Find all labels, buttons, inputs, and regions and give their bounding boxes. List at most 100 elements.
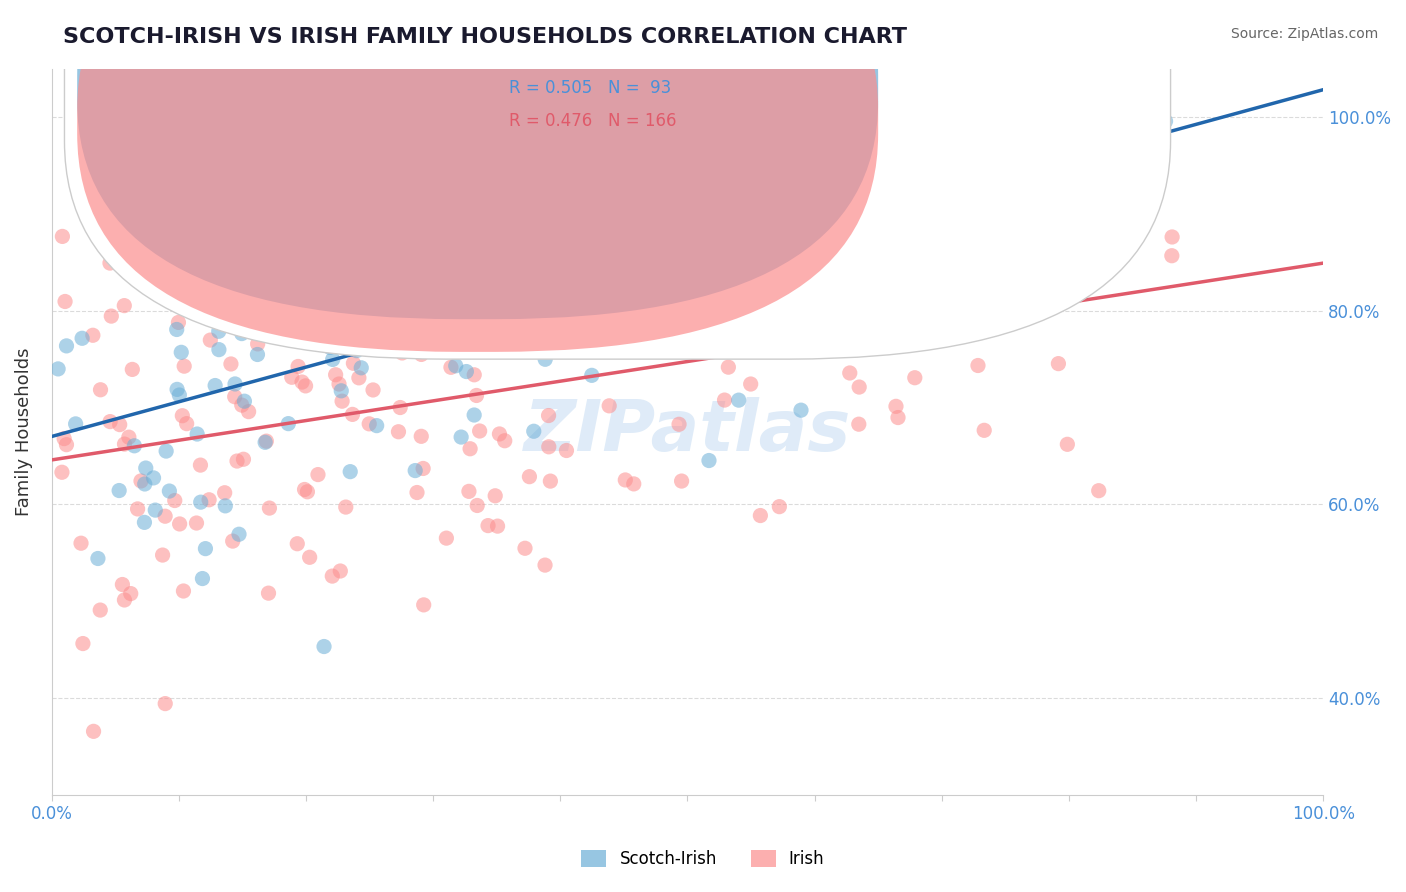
Scotch-Irish (134, 516, 156, 530)
Scotch-Irish (450, 430, 472, 444)
Irish (98, 256, 121, 270)
Irish (359, 417, 381, 431)
Irish (112, 299, 135, 313)
Irish (741, 322, 763, 336)
Scotch-Irish (176, 202, 198, 217)
Scotch-Irish (339, 465, 361, 479)
Irish (232, 452, 254, 467)
Irish (668, 417, 690, 432)
Y-axis label: Family Households: Family Households (15, 348, 32, 516)
Irish (458, 442, 481, 456)
Irish (440, 360, 463, 375)
FancyBboxPatch shape (65, 0, 1171, 359)
Scotch-Irish (108, 483, 131, 498)
Scotch-Irish (581, 368, 603, 383)
Scotch-Irish (346, 343, 368, 358)
Scotch-Irish (583, 187, 606, 202)
Scotch-Irish (254, 435, 277, 450)
Irish (294, 379, 316, 393)
Irish (98, 415, 121, 429)
Irish (281, 370, 304, 384)
Scotch-Irish (716, 171, 738, 186)
Irish (167, 315, 190, 329)
Irish (89, 383, 111, 397)
Scotch-Irish (143, 503, 166, 517)
Irish (434, 531, 457, 545)
Irish (513, 322, 536, 336)
Irish (325, 368, 347, 382)
Irish (724, 267, 747, 281)
Irish (537, 409, 560, 423)
Scotch-Irish (790, 403, 813, 417)
Irish (190, 458, 212, 472)
Scotch-Irish (519, 244, 541, 259)
Scotch-Irish (246, 252, 269, 267)
Irish (838, 366, 860, 380)
Scotch-Irish (523, 424, 546, 438)
Scotch-Irish (433, 326, 456, 340)
Irish (623, 260, 645, 275)
Scotch-Irish (366, 418, 388, 433)
Irish (640, 252, 662, 266)
Irish (236, 270, 259, 285)
Irish (53, 432, 76, 446)
Scotch-Irish (312, 303, 335, 318)
Irish (129, 474, 152, 488)
Irish (402, 313, 425, 327)
Scotch-Irish (142, 471, 165, 485)
Scotch-Irish (463, 408, 485, 422)
Scotch-Irish (155, 444, 177, 458)
Scotch-Irish (330, 384, 353, 398)
Irish (406, 485, 429, 500)
Scotch-Irish (166, 383, 188, 397)
Irish (111, 577, 134, 591)
Legend: Scotch-Irish, Irish: Scotch-Irish, Irish (575, 843, 831, 875)
Irish (347, 371, 370, 385)
Irish (501, 334, 523, 348)
Irish (72, 636, 94, 650)
Irish (1160, 249, 1182, 263)
Irish (713, 393, 735, 408)
Irish (1122, 178, 1144, 192)
Scotch-Irish (1154, 114, 1177, 128)
Irish (887, 410, 910, 425)
Irish (172, 409, 194, 423)
Irish (571, 248, 593, 262)
Irish (51, 465, 73, 479)
Irish (664, 285, 686, 299)
Irish (224, 390, 246, 404)
Irish (342, 356, 364, 370)
Irish (285, 537, 308, 551)
Irish (671, 474, 693, 488)
Irish (118, 430, 141, 444)
Scotch-Irish (277, 417, 299, 431)
Irish (848, 417, 870, 432)
Irish (214, 485, 236, 500)
Irish (287, 359, 309, 374)
Irish (530, 267, 553, 281)
FancyBboxPatch shape (77, 0, 879, 351)
Irish (231, 398, 253, 412)
Scotch-Irish (515, 193, 537, 207)
Scotch-Irish (208, 324, 231, 338)
Irish (537, 440, 560, 454)
Irish (534, 558, 557, 573)
Irish (246, 337, 269, 351)
Irish (768, 500, 790, 514)
Scotch-Irish (194, 541, 217, 556)
Irish (121, 362, 143, 376)
Irish (486, 519, 509, 533)
Irish (519, 469, 541, 483)
Irish (114, 593, 136, 607)
Irish (484, 489, 506, 503)
Scotch-Irish (457, 274, 479, 288)
Irish (329, 564, 352, 578)
Irish (1087, 483, 1109, 498)
Scotch-Irish (233, 394, 256, 409)
Irish (904, 370, 927, 384)
Scotch-Irish (652, 255, 675, 269)
Irish (53, 294, 76, 309)
Irish (298, 550, 321, 565)
Scotch-Irish (65, 417, 87, 431)
Scotch-Irish (406, 116, 429, 130)
